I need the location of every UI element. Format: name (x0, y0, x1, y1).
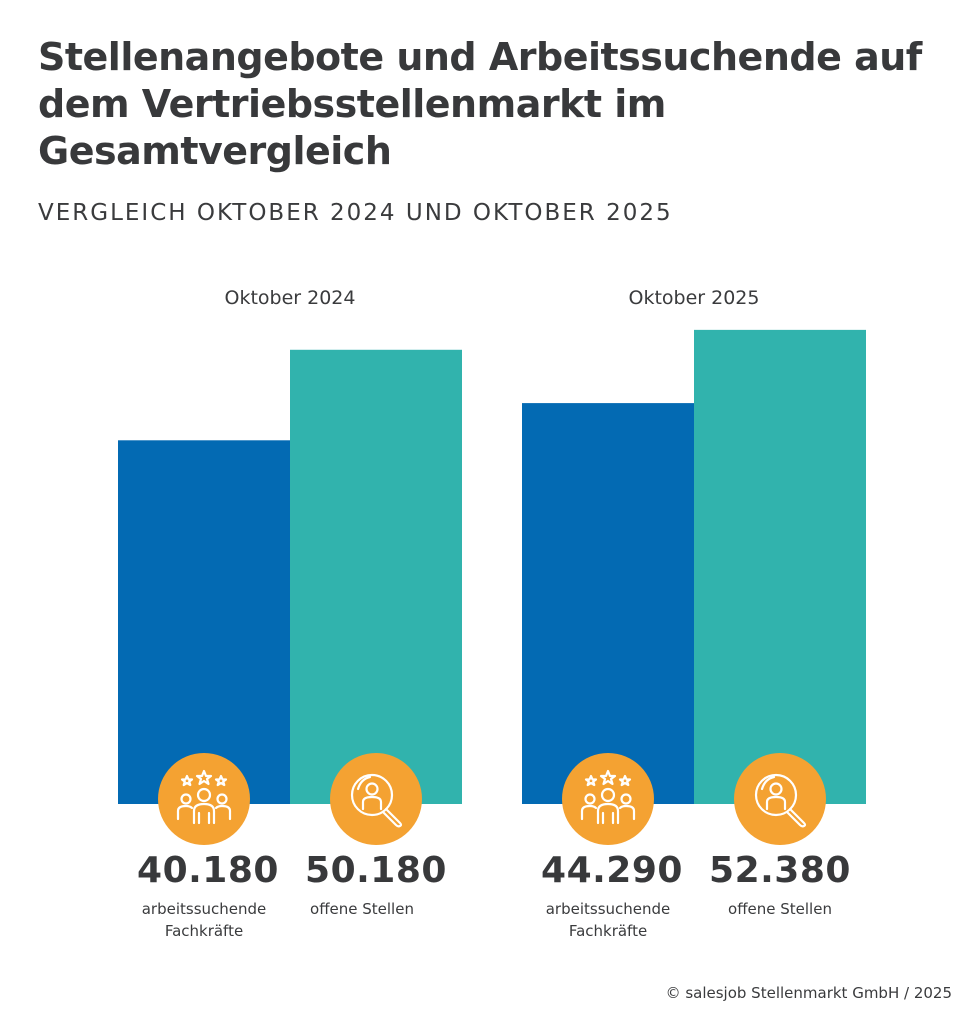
bar-offene-stellen-oktober-2024 (290, 349, 462, 804)
people-stars-icon (158, 753, 250, 845)
caption-arbeitssuchende-2025: arbeitssuchende Fachkräfte (522, 898, 694, 942)
caption-line: Fachkräfte (164, 922, 244, 940)
caption-offene-stellen-2024: offene Stellen (276, 898, 448, 920)
search-person-icon (734, 753, 826, 845)
search-person-icon (330, 753, 422, 845)
caption-line: arbeitssuchende (545, 900, 671, 918)
caption-line: arbeitssuchende (141, 900, 267, 918)
chart-subtitle: VERGLEICH OKTOBER 2024 UND OKTOBER 2025 (38, 200, 673, 226)
category-label-oktober-2024: Oktober 2024 (224, 287, 356, 309)
data-label-arbeitssuchende-2025: 44.290 (541, 850, 683, 891)
copyright-footer: © salesjob Stellenmarkt GmbH / 2025 (665, 984, 952, 1002)
bar-arbeitssuchende-oktober-2025 (522, 403, 694, 804)
caption-arbeitssuchende-2024: arbeitssuchende Fachkräfte (118, 898, 290, 942)
bar-offene-stellen-oktober-2025 (694, 329, 866, 804)
chart-title: Stellenangebote und Arbeitssuchende auf … (38, 35, 922, 173)
category-label-oktober-2025: Oktober 2025 (628, 287, 760, 309)
caption-line: offene Stellen (310, 900, 414, 918)
caption-offene-stellen-2025: offene Stellen (694, 898, 866, 920)
people-stars-icon (562, 753, 654, 845)
data-label-offene-stellen-2024: 50.180 (305, 850, 447, 891)
data-label-offene-stellen-2025: 52.380 (709, 850, 851, 891)
bar-arbeitssuchende-oktober-2024 (118, 440, 290, 804)
caption-line: Fachkräfte (568, 922, 648, 940)
caption-line: offene Stellen (728, 900, 832, 918)
data-label-arbeitssuchende-2024: 40.180 (137, 850, 279, 891)
